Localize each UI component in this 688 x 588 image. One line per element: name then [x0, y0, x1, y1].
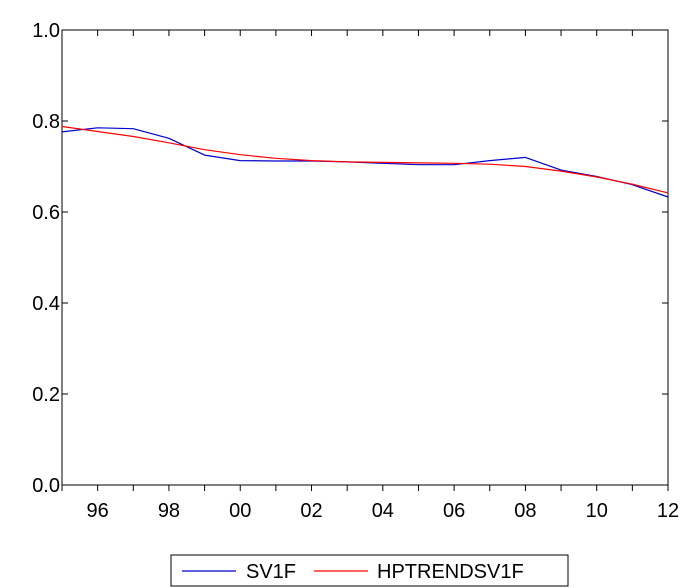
x-tick-label: 98: [158, 500, 180, 522]
y-tick-label: 0.6: [32, 202, 60, 224]
x-tick-label: 00: [229, 500, 251, 522]
plot-frame: [61, 29, 669, 486]
series-lines: [61, 125, 669, 198]
x-axis: 96 98 00 02 04 06 08 10 12: [61, 30, 679, 522]
y-tick-label: 0.8: [32, 111, 60, 133]
x-tick-label: 06: [443, 500, 465, 522]
x-tick-label: 08: [514, 500, 536, 522]
legend-label: HPTRENDSV1F: [377, 561, 524, 583]
x-tick-label: 04: [372, 500, 394, 522]
x-tick-label: 02: [300, 500, 322, 522]
legend-box: [170, 554, 569, 587]
y-axis: 0.0 0.2 0.4 0.6 0.8 1.0: [32, 20, 668, 497]
legend-label: SV1F: [246, 561, 296, 583]
x-tick-label: 12: [657, 500, 679, 522]
series-line-hptrendsv1f: [61, 125, 669, 194]
legend: SV1F HPTRENDSV1F: [170, 554, 569, 587]
y-tick-label: 0.0: [32, 475, 60, 497]
x-tick-label: 10: [586, 500, 608, 522]
y-tick-label: 1.0: [32, 20, 60, 42]
y-tick-label: 0.2: [32, 384, 60, 406]
y-tick-label: 0.4: [32, 293, 60, 315]
x-tick-label: 96: [87, 500, 109, 522]
